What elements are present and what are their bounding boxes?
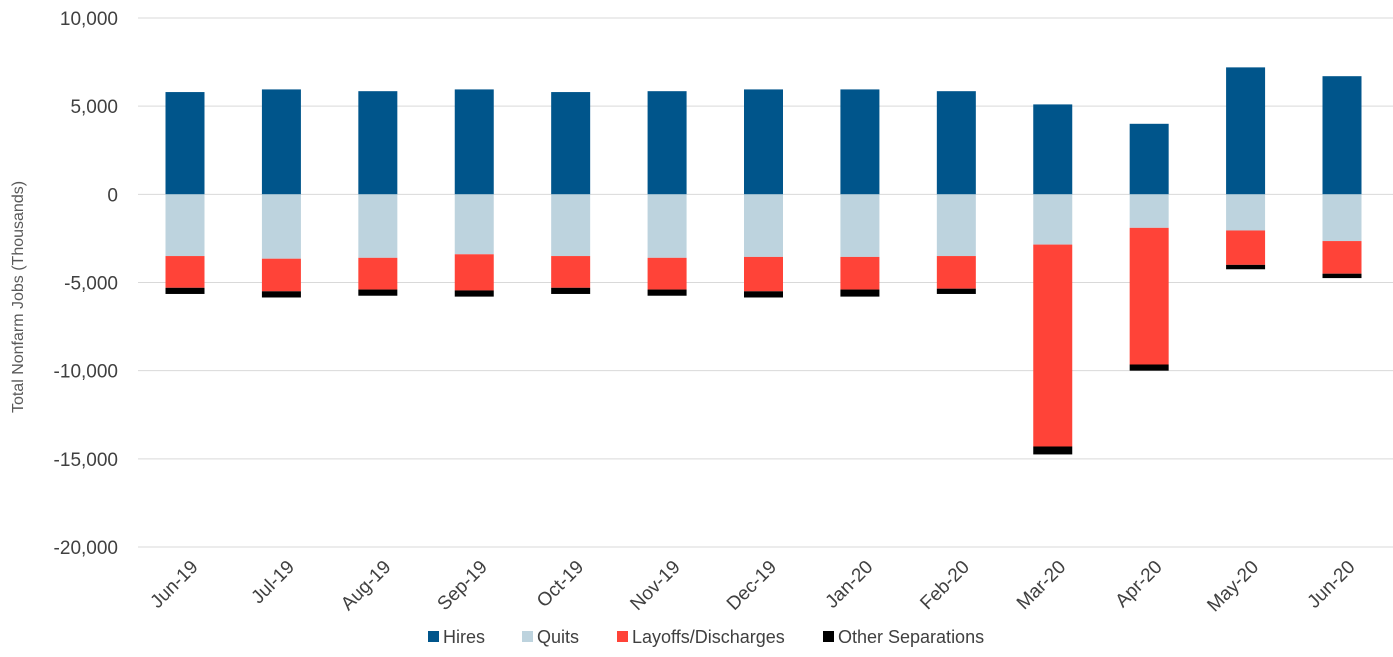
bar-layoffs-discharges [840,256,880,290]
bar-layoffs-discharges [165,256,205,288]
x-tick-label: Dec-19 [723,557,781,615]
x-tick-label: Jan-20 [822,557,878,613]
bar-layoffs-discharges [454,254,494,291]
bar-quits [744,194,783,257]
bar-quits [936,194,976,257]
bar-other-separations [1033,446,1073,455]
bar-quits [551,194,591,257]
bar-other-separations [551,287,591,294]
bar-layoffs-discharges [1226,230,1266,265]
x-tick-label: Apr-20 [1112,557,1167,612]
x-tick-label: May-20 [1203,557,1263,617]
bar-quits [647,194,687,258]
y-tick-label: 0 [107,185,118,206]
bar-layoffs-discharges [261,258,301,292]
bar-hires [165,92,205,195]
y-axis-ticks: 10,000 5,000 0 -5,000 -10,000 -15,000 -20,000 [54,9,118,559]
legend-swatch [823,631,834,642]
bar-layoffs-discharges [551,256,591,288]
x-tick-label: Aug-19 [337,557,395,615]
bars [165,67,1362,455]
bar-layoffs-discharges [1129,227,1169,365]
bar-layoffs-discharges [936,256,976,289]
bar-layoffs-discharges [358,257,398,290]
legend: Hires Quits Layoffs/Discharges Other Separa… [428,627,984,647]
bar-hires [647,91,687,195]
bar-hires [454,89,494,195]
bar-quits [358,194,398,258]
bar-hires [1322,76,1362,195]
bar-other-separations [647,289,687,296]
bar-hires [551,92,591,195]
y-axis-label: Total Nonfarm Jobs (Thousands) [10,181,27,413]
bar-quits [261,194,301,259]
bar-other-separations [454,290,494,297]
legend-label: Quits [537,627,579,647]
bar-quits [454,194,494,255]
bar-layoffs-discharges [744,256,783,292]
y-tick-label: -20,000 [54,538,118,559]
bar-hires [840,89,880,195]
bar-other-separations [1322,273,1362,279]
legend-label: Layoffs/Discharges [632,627,785,647]
bar-hires [358,91,398,195]
x-tick-label: Mar-20 [1013,557,1070,614]
legend-swatch [428,631,439,642]
bar-quits [1322,194,1362,242]
legend-label: Hires [443,627,485,647]
bar-hires [936,91,976,195]
bar-other-separations [261,291,301,298]
bar-other-separations [744,291,783,298]
x-tick-label: Jun-20 [1304,557,1360,613]
x-tick-label: Jun-19 [147,557,203,613]
x-tick-label: Nov-19 [626,557,684,615]
bar-hires [1033,104,1073,195]
bar-hires [1129,123,1169,195]
bar-other-separations [840,289,880,297]
x-tick-label: Oct-19 [533,557,588,612]
x-tick-label: Sep-19 [434,557,492,615]
bar-layoffs-discharges [647,257,687,290]
bar-quits [165,194,205,257]
bar-quits [1033,194,1073,245]
x-tick-label: Jul-19 [248,557,299,608]
y-tick-label: -15,000 [54,450,118,471]
bar-hires [744,89,783,195]
legend-swatch [617,631,628,642]
bar-other-separations [936,288,976,294]
y-tick-label: 5,000 [70,97,118,118]
y-tick-label: -5,000 [64,274,118,295]
bar-quits [1226,194,1266,231]
y-tick-label: -10,000 [54,362,118,383]
bar-hires [261,89,301,195]
bar-other-separations [358,289,398,296]
bar-layoffs-discharges [1322,241,1362,274]
bar-other-separations [1226,264,1266,270]
legend-label: Other Separations [838,627,984,647]
y-tick-label: 10,000 [60,9,118,30]
legend-swatch [522,631,533,642]
bar-other-separations [1129,364,1169,371]
bar-layoffs-discharges [1033,244,1073,447]
bar-hires [1226,67,1266,195]
x-tick-label: Feb-20 [916,557,973,614]
bar-quits [1129,194,1169,228]
bar-other-separations [165,287,205,294]
bar-quits [840,194,880,257]
x-axis-ticks: Jun-19 Jul-19 Aug-19 Sep-19 Oct-19 Nov-19 Dec-… [147,557,1360,617]
